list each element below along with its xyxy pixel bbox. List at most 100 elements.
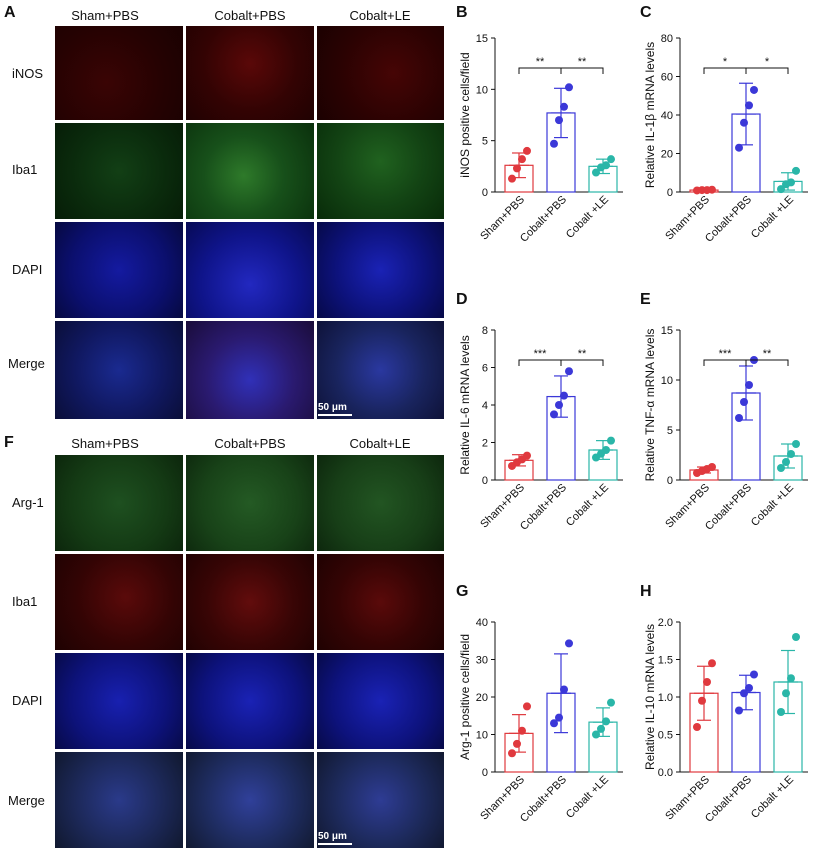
data-point-h-0: [698, 696, 706, 705]
micrograph-iba1-red-cobalt-pbs: [186, 554, 314, 650]
y-tick-label-c: 20: [661, 149, 673, 161]
row-label-arg1: Arg-1: [12, 495, 44, 510]
y-tick-label-c: 0: [667, 187, 673, 199]
y-tick-label-h: 0.0: [658, 767, 673, 779]
data-point-c-2: [787, 178, 795, 187]
y-axis-label-h: Relative IL-10 mRNA levels: [643, 624, 657, 770]
scale-bar-a: 50 μm: [318, 402, 352, 416]
row-label-inos: iNOS: [12, 66, 44, 81]
column-header-cobalt-pbs-f: Cobalt+PBS: [214, 436, 286, 451]
data-point-e-0: [708, 463, 716, 471]
data-point-d-1: [560, 391, 568, 400]
data-point-d-0: [523, 451, 531, 460]
y-tick-label-h: 0.5: [658, 730, 673, 742]
column-header-cobalt-pbs: Cobalt+PBS: [214, 8, 286, 23]
significance-bracket-d: [560, 359, 604, 366]
micrograph-iba1-sham: [55, 123, 183, 219]
y-tick-label-e: 10: [661, 375, 673, 387]
data-point-e-2: [777, 464, 785, 472]
y-tick-label-b: 10: [476, 84, 488, 96]
micrograph-dapi-cobalt-le: [317, 222, 444, 318]
data-point-b-1: [550, 139, 558, 148]
significance-label-b: **: [536, 56, 545, 68]
micrograph-dapi-f-cobalt-pbs: [186, 653, 314, 749]
y-axis-label-c: Relative IL-1β mRNA levels: [643, 42, 657, 188]
y-axis-label-d: Relative IL-6 mRNA levels: [458, 335, 472, 474]
data-point-h-2: [782, 689, 790, 698]
panel-label-g: G: [456, 583, 469, 600]
micrograph-inos-cobalt-pbs: [186, 26, 314, 120]
column-header-cobalt-le: Cobalt+LE: [349, 8, 411, 23]
y-tick-label-d: 0: [482, 475, 488, 487]
row-label-dapi: DAPI: [12, 262, 43, 277]
row-label-iba1: Iba1: [12, 162, 38, 177]
data-point-b-0: [523, 146, 531, 155]
micrograph-dapi-cobalt-pbs: [186, 222, 314, 318]
micrograph-arg1-cobalt-pbs: [186, 455, 314, 551]
data-point-g-1: [550, 719, 558, 728]
data-point-g-2: [592, 730, 600, 739]
data-point-h-0: [703, 678, 711, 686]
micrograph-dapi-f-cobalt-le: [317, 653, 444, 749]
data-point-b-1: [565, 83, 573, 92]
micrograph-merge-cobalt-le: [317, 321, 444, 419]
significance-bracket-e: [703, 359, 747, 366]
data-point-g-2: [597, 724, 605, 733]
x-tick-label-d: Cobalt +LE: [564, 482, 611, 529]
y-tick-label-g: 0: [482, 767, 488, 779]
data-point-g-1: [560, 685, 568, 694]
significance-label-d: ***: [534, 348, 548, 360]
y-tick-label-d: 8: [482, 325, 488, 337]
data-point-e-1: [735, 414, 743, 422]
significance-bracket-c: [745, 67, 789, 74]
significance-label-d: **: [578, 348, 587, 360]
data-point-h-1: [745, 684, 753, 692]
data-point-c-0: [708, 185, 716, 194]
significance-bracket-b: [518, 67, 562, 74]
row-label-merge-f: Merge: [8, 793, 45, 808]
micrograph-iba1-red-sham: [55, 554, 183, 650]
data-point-c-2: [777, 185, 785, 194]
data-point-c-2: [792, 166, 800, 175]
data-point-g-0: [513, 739, 521, 748]
y-axis-label-e: Relative TNF-α mRNA levels: [643, 329, 657, 482]
data-point-b-2: [602, 161, 610, 170]
significance-bracket-c: [703, 67, 747, 74]
data-point-b-0: [513, 164, 521, 173]
y-tick-label-c: 60: [661, 72, 673, 84]
data-point-c-1: [740, 118, 748, 127]
data-point-d-1: [550, 410, 558, 419]
data-point-b-0: [518, 155, 526, 164]
y-tick-label-e: 15: [661, 325, 673, 337]
y-tick-label-g: 30: [476, 655, 488, 667]
data-point-b-0: [508, 174, 516, 183]
data-point-c-1: [745, 101, 753, 110]
significance-bracket-b: [560, 67, 604, 74]
y-tick-label-h: 2.0: [658, 617, 673, 629]
column-header-cobalt-le-f: Cobalt+LE: [349, 436, 411, 451]
data-point-c-1: [750, 85, 758, 94]
data-point-g-0: [518, 726, 526, 735]
y-tick-label-b: 5: [482, 136, 488, 148]
data-point-d-2: [602, 446, 610, 454]
data-point-d-2: [607, 436, 615, 445]
data-point-b-1: [560, 102, 568, 111]
significance-label-e: ***: [719, 348, 733, 360]
panel-label-b: B: [456, 4, 468, 21]
y-tick-label-e: 5: [667, 425, 673, 437]
data-point-g-2: [607, 698, 615, 707]
x-tick-label-e: Cobalt +LE: [749, 482, 796, 529]
y-tick-label-d: 2: [482, 438, 488, 450]
data-point-e-1: [745, 381, 753, 389]
micrograph-merge-f-cobalt-pbs: [186, 752, 314, 848]
column-header-sham-pbs: Sham+PBS: [71, 8, 139, 23]
y-tick-label-h: 1.5: [658, 655, 673, 667]
y-tick-label-g: 40: [476, 617, 488, 629]
y-tick-label-c: 40: [661, 110, 673, 122]
y-tick-label-g: 20: [476, 692, 488, 704]
y-tick-label-h: 1.0: [658, 692, 673, 704]
data-point-h-2: [792, 633, 800, 641]
